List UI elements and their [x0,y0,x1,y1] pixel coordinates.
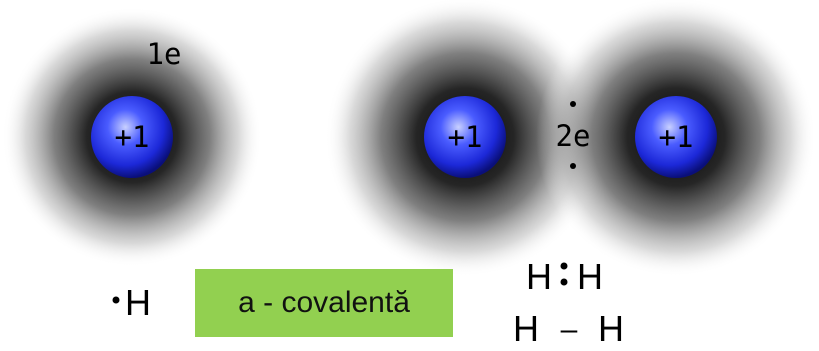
lewis-dot-bottom [560,278,568,286]
molecule-nucleus-right-charge: +1 [659,120,694,154]
atom-nucleus [91,96,173,178]
bond-type-label: a - covalentă [195,269,453,337]
atom-nucleus-charge: +1 [115,120,150,154]
atom-electron-label: 1e [147,37,182,71]
molecule-nucleus-right [635,96,717,178]
lewis-right-h: H [577,256,603,297]
lewis-dot-top [560,262,568,270]
molecule-nucleus-left-charge: +1 [448,120,483,154]
shared-electrons-label: 2e [556,119,591,153]
bond-type-label-text: a - covalentă [238,286,410,319]
structural-bond: – [561,313,578,346]
molecule-nucleus-left [424,96,506,178]
atom-symbol-electron-dot [112,296,120,304]
shared-electron-dot-bottom [570,163,576,169]
structural-left-h: H [513,308,539,349]
atom-symbol: H [125,282,151,323]
structural-right-h: H [598,308,624,349]
lewis-left-h: H [526,256,552,297]
shared-electron-dot-top [570,101,576,107]
